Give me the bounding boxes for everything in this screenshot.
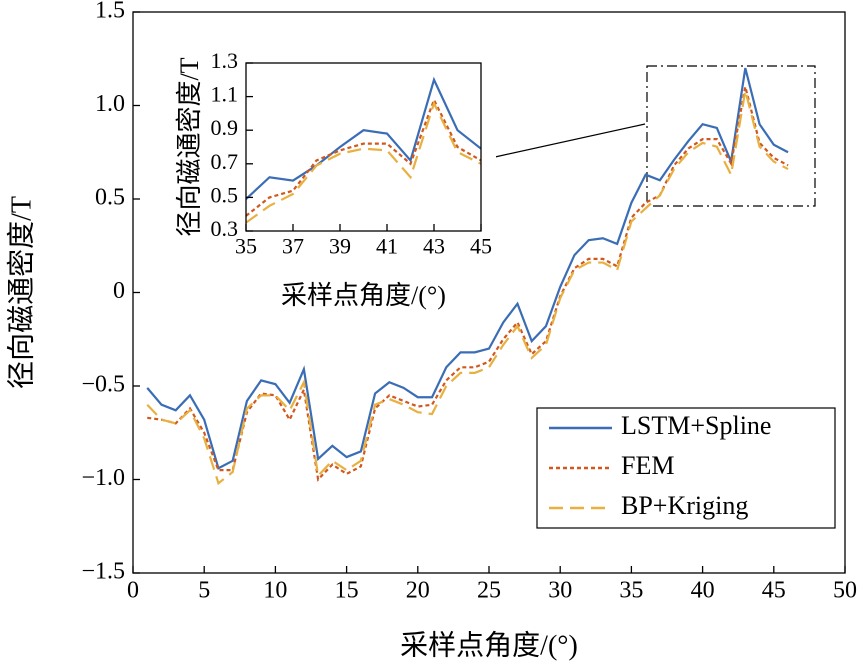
series-line [146,90,789,486]
x-tick-label: 39 [329,234,351,259]
y-axis-label: 径向磁通密度/T [5,196,37,389]
y-tick-label: −0.5 [81,372,125,398]
x-tick-label: 15 [335,578,359,604]
y-tick-label: −1.0 [81,465,125,491]
x-tick-label: 40 [691,578,715,604]
series-line [245,97,482,217]
zoom-box [646,65,816,207]
x-tick-label: 43 [423,234,445,259]
y-axis-label: 径向磁通密度/T [175,57,204,236]
series-line [245,76,482,200]
plot-frame [245,62,482,232]
x-tick-label: 30 [548,578,572,604]
x-tick-label: 35 [235,234,257,259]
y-tick-label: 0.7 [211,149,239,174]
legend-label: LSTM+Spline [621,411,771,440]
y-tick-label: 0.5 [95,185,125,211]
x-tick-label: 20 [406,578,430,604]
x-tick-label: 41 [376,234,398,259]
x-tick-label: 50 [833,578,857,604]
x-axis-label: 采样点角度/(°) [281,281,446,310]
x-axis-label: 采样点角度/(°) [400,629,578,661]
y-tick-label: 0 [113,278,125,304]
y-tick-label: 0.5 [211,182,239,207]
x-tick-label: 45 [470,234,492,259]
series-line [147,86,789,482]
x-tick-label: 0 [127,578,139,604]
x-tick-label: 45 [762,578,786,604]
zoom-connector [494,123,646,158]
y-tick-label: −1.5 [81,559,125,585]
legend-label: BP+Kriging [621,491,748,520]
x-tick-label: 10 [263,578,287,604]
y-tick-label: 1.0 [95,91,125,117]
y-tick-label: 0.9 [211,115,239,140]
series-line [146,67,789,470]
inset-background [151,23,496,301]
series-line [245,100,482,224]
x-tick-label: 25 [477,578,501,604]
y-tick-label: 1.1 [211,82,239,107]
x-tick-label: 5 [198,578,210,604]
legend-label: FEM [621,451,674,480]
y-tick-label: 1.3 [211,48,239,73]
x-tick-label: 35 [619,578,643,604]
y-tick-label: 0.3 [211,216,239,241]
y-tick-label: 1.5 [95,0,125,24]
x-tick-label: 37 [282,234,304,259]
